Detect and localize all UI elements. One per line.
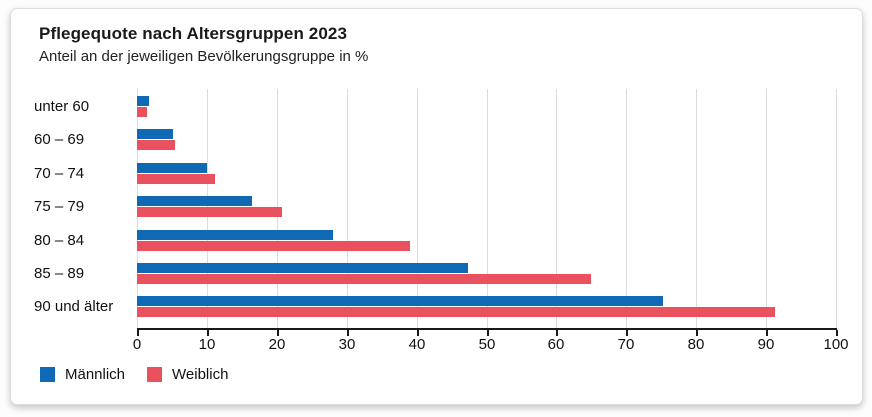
axis-tick-label: 20 [268, 336, 286, 353]
category-label: 60 – 69 [34, 131, 85, 149]
bar-maennlich [137, 162, 207, 173]
axis-tick [556, 330, 558, 336]
maennlich-swatch [40, 367, 55, 382]
axis-tick [347, 330, 349, 336]
bar-maennlich [137, 196, 252, 207]
gridline [556, 89, 557, 328]
category-label: unter 60 [34, 98, 90, 115]
category-label: 90 und älter [34, 298, 114, 316]
axis-tick [766, 330, 768, 336]
bar-maennlich [137, 129, 174, 140]
x-axis [137, 328, 838, 336]
axis-tick-label: 40 [408, 336, 426, 353]
axis-tick [137, 330, 139, 336]
chart-title: Pflegequote nach Altersgruppen 2023 [39, 24, 347, 43]
bar-weiblich [137, 240, 411, 251]
axis-tick-label: 90 [757, 336, 775, 353]
axis-tick [417, 330, 419, 336]
bar-weiblich [137, 274, 592, 284]
axis-tick-label: 100 [823, 336, 849, 353]
weiblich-swatch [147, 367, 163, 382]
legend: Männlich Weiblich [40, 366, 250, 383]
axis-tick [207, 330, 209, 336]
bar-maennlich [137, 229, 334, 240]
axis-tick-label: 10 [198, 336, 216, 353]
axis-tick [626, 330, 628, 336]
axis-tick-label: 30 [338, 336, 356, 353]
category-label: 80 – 84 [34, 231, 85, 249]
axis-tick [836, 330, 838, 336]
axis-tick-label: 0 [132, 336, 142, 353]
bar-weiblich [137, 307, 776, 318]
gridline [487, 89, 488, 328]
bar-weiblich [137, 207, 282, 218]
category-label: 75 – 79 [34, 198, 85, 216]
gridline [696, 89, 697, 328]
bar-weiblich [137, 140, 175, 151]
axis-tick [277, 330, 279, 336]
axis-tick-label: 50 [478, 336, 496, 353]
category-label: 70 – 74 [34, 164, 85, 182]
legend-item-maennlich: Männlich [40, 366, 125, 383]
gridline [836, 89, 837, 328]
legend-item-weiblich: Weiblich [147, 366, 228, 383]
gridline [626, 89, 627, 328]
bar-weiblich [137, 107, 147, 117]
axis-tick-label: 80 [687, 336, 705, 353]
bar-weiblich [137, 173, 215, 184]
chart-subtitle: Anteil an der jeweiligen Bevölkerungsgru… [39, 48, 369, 65]
bar-maennlich [137, 296, 663, 307]
legend-label-weiblich: Weiblich [172, 366, 229, 383]
axis-tick [696, 330, 698, 336]
category-label: 85 – 89 [34, 265, 85, 282]
gridline [417, 89, 418, 328]
axis-tick [487, 330, 489, 336]
axis-tick-label: 70 [617, 336, 635, 353]
bar-maennlich [137, 263, 468, 273]
gridline [347, 89, 348, 328]
gridline [766, 89, 767, 328]
legend-label-maennlich: Männlich [65, 366, 126, 383]
bar-maennlich [137, 96, 149, 106]
axis-tick-label: 60 [547, 336, 565, 353]
plot-area [137, 89, 837, 328]
chart-card: Pflegequote nach Altersgruppen 2023 Ante… [10, 8, 863, 405]
